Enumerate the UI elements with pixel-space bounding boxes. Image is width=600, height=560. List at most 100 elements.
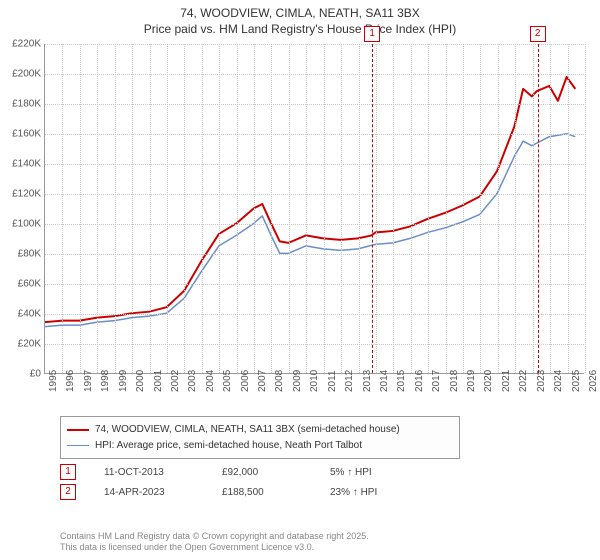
x-axis-label: 2005 (222, 370, 233, 392)
event-price: £188,500 (222, 487, 302, 498)
x-axis-label: 1995 (48, 370, 59, 392)
gridline-v (480, 44, 481, 373)
legend: 74, WOODVIEW, CIMLA, NEATH, SA11 3BX (se… (60, 416, 460, 459)
plot-area: £0£20K£40K£60K£80K£100K£120K£140K£160K£1… (44, 44, 584, 374)
x-axis-label: 2021 (501, 370, 512, 392)
gridline-v (80, 44, 81, 373)
event-marker-line (538, 44, 539, 373)
gridline-v (237, 44, 238, 373)
event-date: 11-OCT-2013 (104, 467, 194, 478)
x-axis-label: 2018 (449, 370, 460, 392)
chart-title: 74, WOODVIEW, CIMLA, NEATH, SA11 3BX Pri… (0, 0, 600, 37)
gridline-v (568, 44, 569, 373)
gridline-v (150, 44, 151, 373)
event-price: £92,000 (222, 467, 302, 478)
gridline-v (428, 44, 429, 373)
event-row: 111-OCT-2013£92,0005% ↑ HPI (60, 464, 420, 480)
x-axis-label: 2004 (205, 370, 216, 392)
gridline-v (533, 44, 534, 373)
y-axis-label: £120K (5, 189, 41, 200)
y-axis-label: £40K (5, 309, 41, 320)
x-axis-label: 2002 (170, 370, 181, 392)
x-axis-label: 2003 (187, 370, 198, 392)
gridline-v (324, 44, 325, 373)
gridline-v (411, 44, 412, 373)
chart-area: £0£20K£40K£60K£80K£100K£120K£140K£160K£1… (44, 44, 584, 374)
event-delta: 23% ↑ HPI (330, 487, 420, 498)
series-line (45, 77, 575, 322)
gridline-h (45, 284, 584, 285)
y-axis-label: £140K (5, 159, 41, 170)
y-axis-label: £200K (5, 69, 41, 80)
gridline-v (515, 44, 516, 373)
gridline-v (306, 44, 307, 373)
y-axis-label: £100K (5, 219, 41, 230)
x-axis-label: 2001 (153, 370, 164, 392)
gridline-v (97, 44, 98, 373)
gridline-h (45, 314, 584, 315)
gridline-v (446, 44, 447, 373)
y-axis-label: £60K (5, 279, 41, 290)
x-axis-label: 1996 (65, 370, 76, 392)
title-line-1: 74, WOODVIEW, CIMLA, NEATH, SA11 3BX (0, 6, 600, 22)
x-axis-label: 2007 (257, 370, 268, 392)
gridline-v (115, 44, 116, 373)
x-axis-label: 2026 (588, 370, 599, 392)
event-row: 214-APR-2023£188,50023% ↑ HPI (60, 484, 420, 500)
event-flag: 1 (364, 26, 380, 42)
x-axis-label: 2015 (396, 370, 407, 392)
gridline-v (289, 44, 290, 373)
gridline-v (271, 44, 272, 373)
legend-swatch (67, 445, 89, 446)
gridline-v (585, 44, 586, 373)
x-axis-label: 2022 (518, 370, 529, 392)
x-axis-label: 2025 (571, 370, 582, 392)
y-axis-label: £220K (5, 39, 41, 50)
x-axis-label: 2000 (135, 370, 146, 392)
gridline-v (550, 44, 551, 373)
footer-attribution: Contains HM Land Registry data © Crown c… (60, 531, 369, 554)
series-svg (45, 44, 584, 373)
legend-label: HPI: Average price, semi-detached house,… (95, 438, 362, 453)
event-delta: 5% ↑ HPI (330, 467, 420, 478)
title-line-2: Price paid vs. HM Land Registry's House … (0, 22, 600, 38)
gridline-v (359, 44, 360, 373)
gridline-v (184, 44, 185, 373)
y-axis-label: £80K (5, 249, 41, 260)
gridline-h (45, 344, 584, 345)
legend-item: HPI: Average price, semi-detached house,… (67, 438, 453, 453)
gridline-h (45, 74, 584, 75)
y-axis-label: £0 (5, 369, 41, 380)
legend-item: 74, WOODVIEW, CIMLA, NEATH, SA11 3BX (se… (67, 422, 453, 437)
gridline-h (45, 104, 584, 105)
gridline-v (219, 44, 220, 373)
x-axis-label: 2016 (414, 370, 425, 392)
series-line (45, 134, 575, 327)
gridline-h (45, 164, 584, 165)
gridline-v (498, 44, 499, 373)
gridline-v (376, 44, 377, 373)
legend-label: 74, WOODVIEW, CIMLA, NEATH, SA11 3BX (se… (95, 422, 400, 437)
event-flag: 2 (530, 26, 546, 42)
gridline-v (341, 44, 342, 373)
gridline-h (45, 134, 584, 135)
x-axis-label: 2009 (292, 370, 303, 392)
x-axis-label: 2008 (274, 370, 285, 392)
x-axis-label: 2020 (483, 370, 494, 392)
x-axis-label: 2013 (362, 370, 373, 392)
footer-line-1: Contains HM Land Registry data © Crown c… (60, 531, 369, 543)
x-axis-label: 1998 (100, 370, 111, 392)
x-axis-label: 2014 (379, 370, 390, 392)
gridline-h (45, 224, 584, 225)
x-axis-label: 2011 (327, 370, 338, 392)
legend-swatch (67, 429, 89, 431)
gridline-v (254, 44, 255, 373)
x-axis-label: 2012 (344, 370, 355, 392)
gridline-v (463, 44, 464, 373)
event-flag-mini: 2 (60, 484, 76, 500)
x-axis-label: 2010 (309, 370, 320, 392)
gridline-v (62, 44, 63, 373)
y-axis-label: £160K (5, 129, 41, 140)
gridline-h (45, 194, 584, 195)
x-axis-label: 1997 (83, 370, 94, 392)
